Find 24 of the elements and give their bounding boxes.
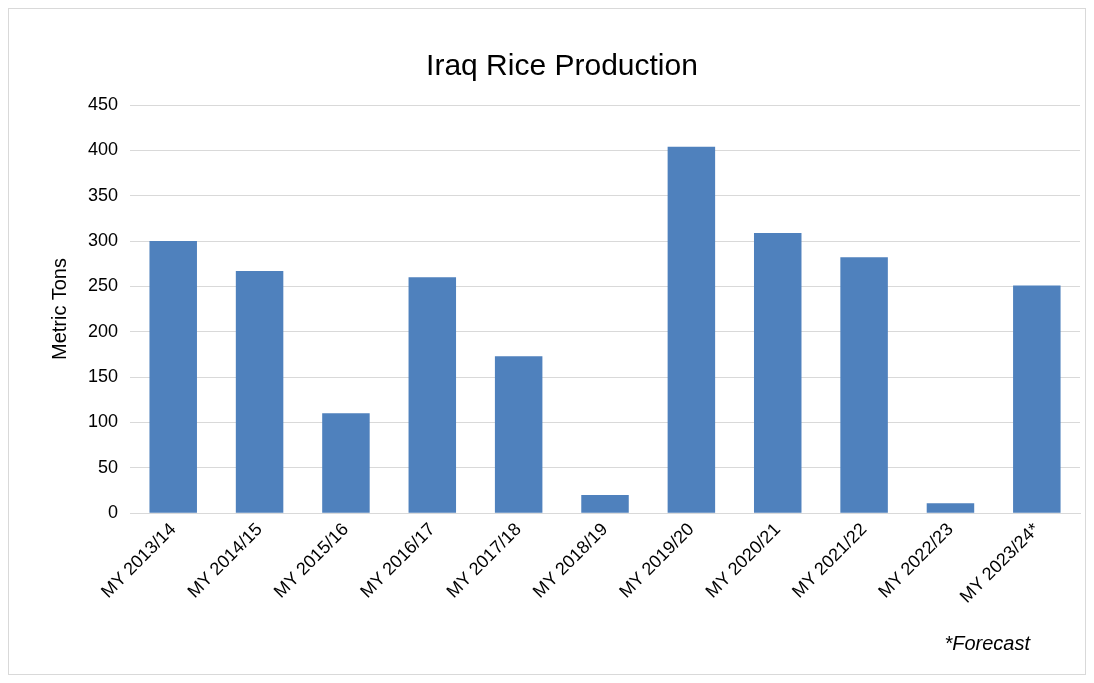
y-tick-label: 0 <box>108 502 119 523</box>
bar <box>753 232 802 513</box>
y-tick-label: 150 <box>87 366 119 387</box>
y-axis-title: Metric Tons <box>47 258 70 361</box>
bar <box>494 356 543 513</box>
text: *Forecast <box>944 631 1032 654</box>
y-tick-label: 50 <box>98 456 119 477</box>
bar <box>1013 285 1061 513</box>
bar <box>581 495 629 513</box>
y-tick-label: 200 <box>87 320 119 341</box>
bar <box>840 257 888 513</box>
y-tick-label: 300 <box>87 230 119 251</box>
bar <box>235 270 284 513</box>
y-tick-label: 350 <box>87 184 119 205</box>
y-tick-label: 450 <box>87 93 119 114</box>
bar <box>149 241 197 513</box>
bar <box>322 413 370 513</box>
y-tick-label: 100 <box>87 411 119 432</box>
bar <box>926 503 975 513</box>
bar <box>667 146 716 513</box>
chart-title: Iraq Rice Production <box>426 48 698 82</box>
y-tick-label: 250 <box>87 275 119 296</box>
y-tick-label: 400 <box>87 139 119 160</box>
bar <box>408 277 457 513</box>
